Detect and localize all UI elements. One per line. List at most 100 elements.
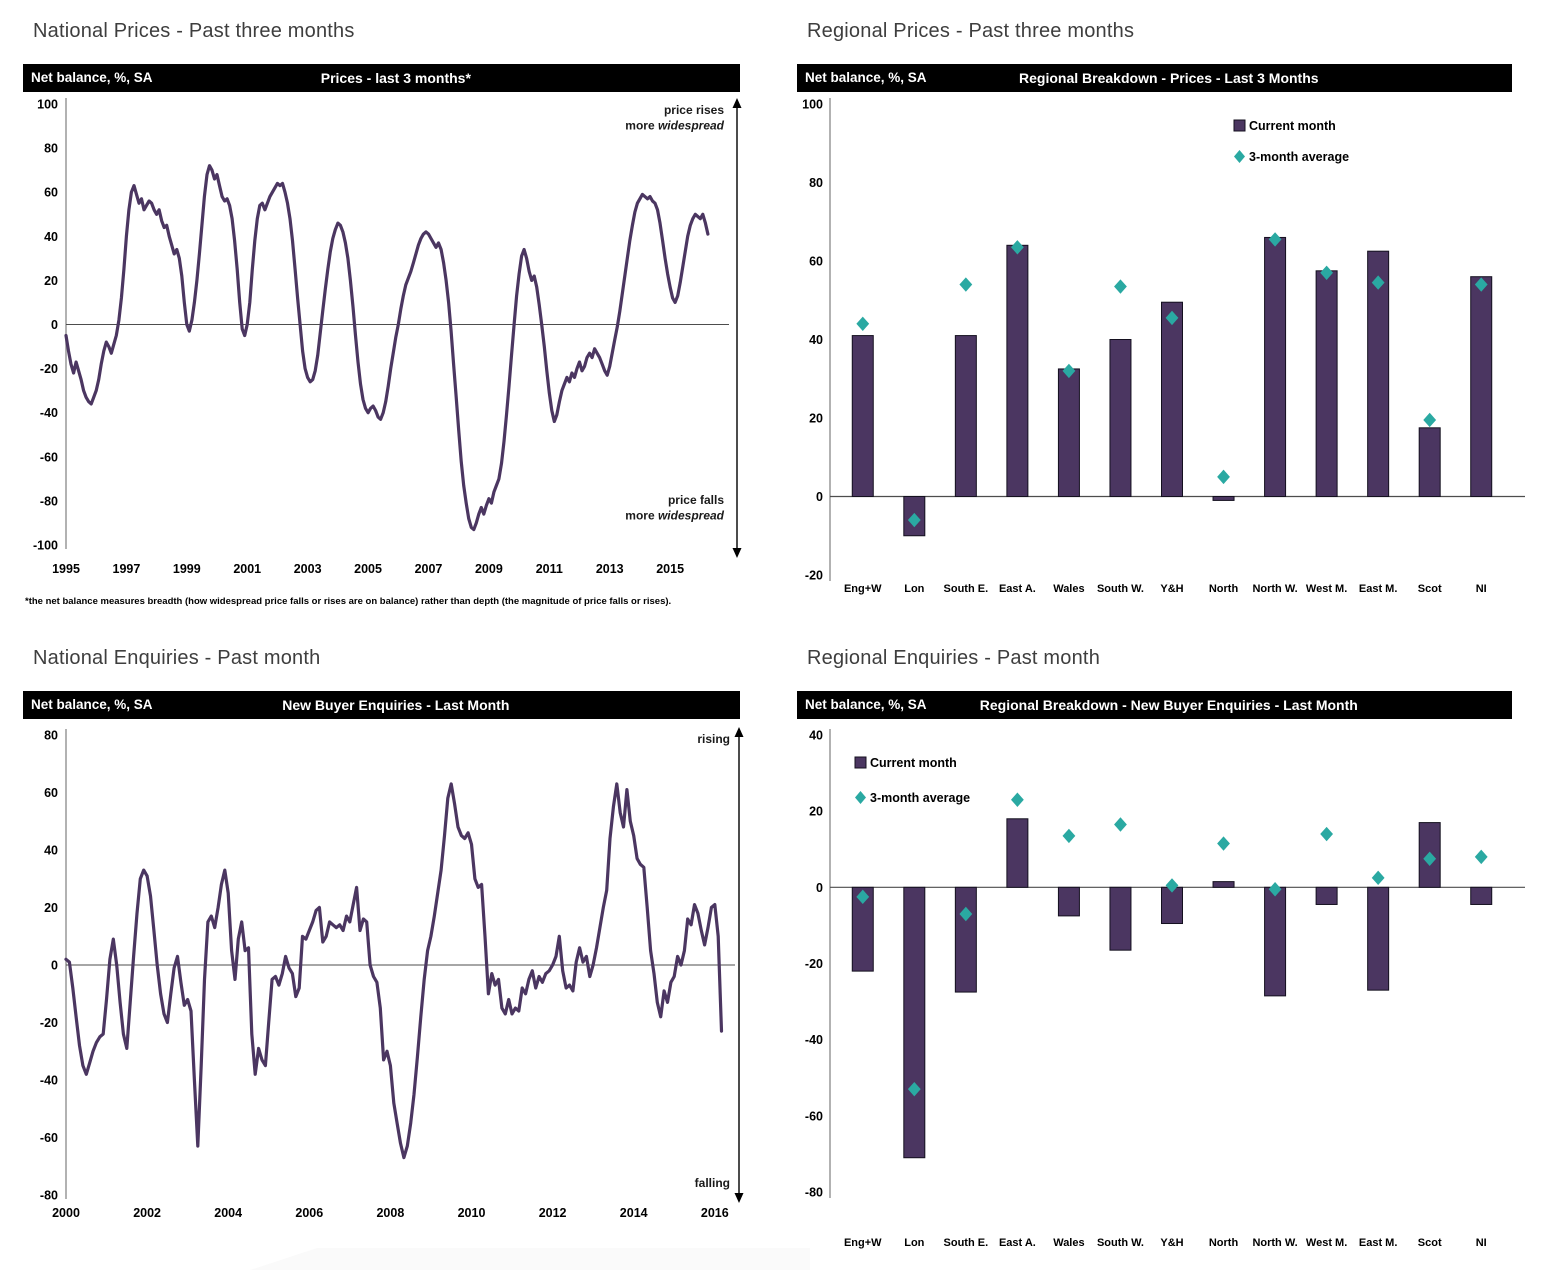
svg-text:0: 0 xyxy=(816,490,823,504)
svg-text:1997: 1997 xyxy=(113,562,141,576)
svg-text:Wales: Wales xyxy=(1053,583,1084,595)
svg-text:East A.: East A. xyxy=(999,1237,1036,1249)
svg-text:2008: 2008 xyxy=(376,1206,404,1220)
svg-text:60: 60 xyxy=(809,255,823,269)
chart-title: Regional Breakdown - Prices - Last 3 Mon… xyxy=(1019,70,1319,86)
svg-text:2004: 2004 xyxy=(214,1206,242,1220)
panel-title-regional-enquiries: Regional Enquiries - Past month xyxy=(807,647,1101,669)
chart-title: Prices - last 3 months* xyxy=(320,70,471,86)
svg-text:falling: falling xyxy=(695,1176,730,1190)
svg-text:60: 60 xyxy=(44,786,58,800)
svg-text:2000: 2000 xyxy=(52,1206,80,1220)
svg-text:80: 80 xyxy=(44,729,58,743)
axis-unit-label: Net balance, %, SA xyxy=(805,697,927,712)
svg-text:3-month average: 3-month average xyxy=(870,791,970,805)
svg-text:North W.: North W. xyxy=(1252,583,1297,595)
svg-text:100: 100 xyxy=(802,98,823,112)
axis-unit-label: Net balance, %, SA xyxy=(805,70,927,85)
svg-text:Y&H: Y&H xyxy=(1160,1237,1183,1249)
svg-text:2002: 2002 xyxy=(133,1206,161,1220)
svg-text:-40: -40 xyxy=(40,406,58,420)
svg-text:-60: -60 xyxy=(40,450,58,464)
svg-text:40: 40 xyxy=(809,333,823,347)
svg-text:Eng+W: Eng+W xyxy=(844,1237,882,1249)
svg-text:-80: -80 xyxy=(40,494,58,508)
svg-text:East M.: East M. xyxy=(1359,583,1398,595)
svg-text:20: 20 xyxy=(809,805,823,819)
panel-regional-enquiries: Regional Enquiries - Past month Net bala… xyxy=(797,645,1525,1249)
svg-text:North: North xyxy=(1209,1237,1239,1249)
svg-text:2010: 2010 xyxy=(458,1206,486,1220)
svg-text:price falls: price falls xyxy=(668,493,724,507)
svg-text:1995: 1995 xyxy=(52,562,80,576)
svg-text:2012: 2012 xyxy=(539,1206,567,1220)
panel-regional-prices: Regional Prices - Past three months Net … xyxy=(797,18,1525,630)
svg-text:East M.: East M. xyxy=(1359,1237,1398,1249)
panel-national-enquiries: National Enquiries - Past month Net bala… xyxy=(23,645,744,1245)
svg-text:Scot: Scot xyxy=(1418,1237,1442,1249)
svg-text:-20: -20 xyxy=(805,569,823,583)
svg-text:price rises: price rises xyxy=(664,103,724,117)
svg-text:-40: -40 xyxy=(805,1033,823,1047)
panel-title-national-enquiries: National Enquiries - Past month xyxy=(33,647,321,669)
panel-title-regional-prices: Regional Prices - Past three months xyxy=(807,20,1135,42)
svg-text:40: 40 xyxy=(44,230,58,244)
svg-text:2007: 2007 xyxy=(415,562,443,576)
svg-text:2015: 2015 xyxy=(656,562,684,576)
svg-text:-40: -40 xyxy=(40,1074,58,1088)
svg-text:Lon: Lon xyxy=(904,583,924,595)
chart-header-bar: Net balance, %, SA Regional Breakdown - … xyxy=(797,691,1512,719)
axis-unit-label: Net balance, %, SA xyxy=(31,70,153,85)
regional-enquiries-bar-chart: 40 20 0 -20 -40 -60 -80 Eng+W Lon South E. East A.… xyxy=(805,729,1525,1249)
svg-text:South E.: South E. xyxy=(944,1237,989,1249)
svg-text:3-month average: 3-month average xyxy=(1249,150,1349,164)
svg-text:2013: 2013 xyxy=(596,562,624,576)
svg-text:1999: 1999 xyxy=(173,562,201,576)
svg-text:Lon: Lon xyxy=(904,1237,924,1249)
svg-text:rising: rising xyxy=(697,732,730,746)
svg-text:2009: 2009 xyxy=(475,562,503,576)
svg-text:80: 80 xyxy=(44,142,58,156)
svg-text:-60: -60 xyxy=(805,1109,823,1123)
svg-text:-60: -60 xyxy=(40,1131,58,1145)
svg-text:20: 20 xyxy=(44,274,58,288)
svg-text:Current month: Current month xyxy=(1249,119,1336,133)
svg-text:more widespread: more widespread xyxy=(625,509,724,523)
svg-text:-20: -20 xyxy=(40,362,58,376)
svg-text:-100: -100 xyxy=(33,539,58,553)
svg-text:40: 40 xyxy=(44,844,58,858)
svg-text:Y&H: Y&H xyxy=(1160,583,1183,595)
svg-text:-80: -80 xyxy=(40,1189,58,1203)
svg-text:more widespread: more widespread xyxy=(625,119,724,133)
svg-text:NI: NI xyxy=(1476,583,1487,595)
svg-text:2011: 2011 xyxy=(536,562,563,576)
panel-national-prices: National Prices - Past three months Net … xyxy=(23,18,742,630)
svg-text:South E.: South E. xyxy=(944,583,989,595)
svg-text:North: North xyxy=(1209,583,1239,595)
svg-text:80: 80 xyxy=(809,176,823,190)
svg-text:West M.: West M. xyxy=(1306,1237,1347,1249)
svg-text:Wales: Wales xyxy=(1053,1237,1084,1249)
chart-header-bar: Net balance, %, SA New Buyer Enquiries -… xyxy=(23,691,740,719)
svg-text:Eng+W: Eng+W xyxy=(844,583,882,595)
chart-footnote: *the net balance measures breadth (how w… xyxy=(25,596,672,607)
svg-text:2001: 2001 xyxy=(233,562,261,576)
svg-text:-20: -20 xyxy=(40,1016,58,1030)
chart-header-bar: Net balance, %, SA Prices - last 3 month… xyxy=(23,64,740,92)
svg-text:0: 0 xyxy=(816,881,823,895)
svg-text:40: 40 xyxy=(809,729,823,743)
svg-text:East A.: East A. xyxy=(999,583,1036,595)
svg-text:20: 20 xyxy=(809,412,823,426)
svg-text:20: 20 xyxy=(44,901,58,915)
national-enquiries-line-chart: 80 60 40 20 0 -20 -40 -60 -80 2000 2002 2004 2006 200… xyxy=(40,727,744,1220)
svg-text:Scot: Scot xyxy=(1418,583,1442,595)
chart-header-bar: Net balance, %, SA Regional Breakdown - … xyxy=(797,64,1512,92)
svg-text:South W.: South W. xyxy=(1097,1237,1144,1249)
svg-text:2005: 2005 xyxy=(354,562,382,576)
chart-title: New Buyer Enquiries - Last Month xyxy=(282,697,510,713)
svg-text:South W.: South W. xyxy=(1097,583,1144,595)
svg-text:-20: -20 xyxy=(805,957,823,971)
svg-text:Current month: Current month xyxy=(870,756,957,770)
svg-text:2016: 2016 xyxy=(701,1206,729,1220)
